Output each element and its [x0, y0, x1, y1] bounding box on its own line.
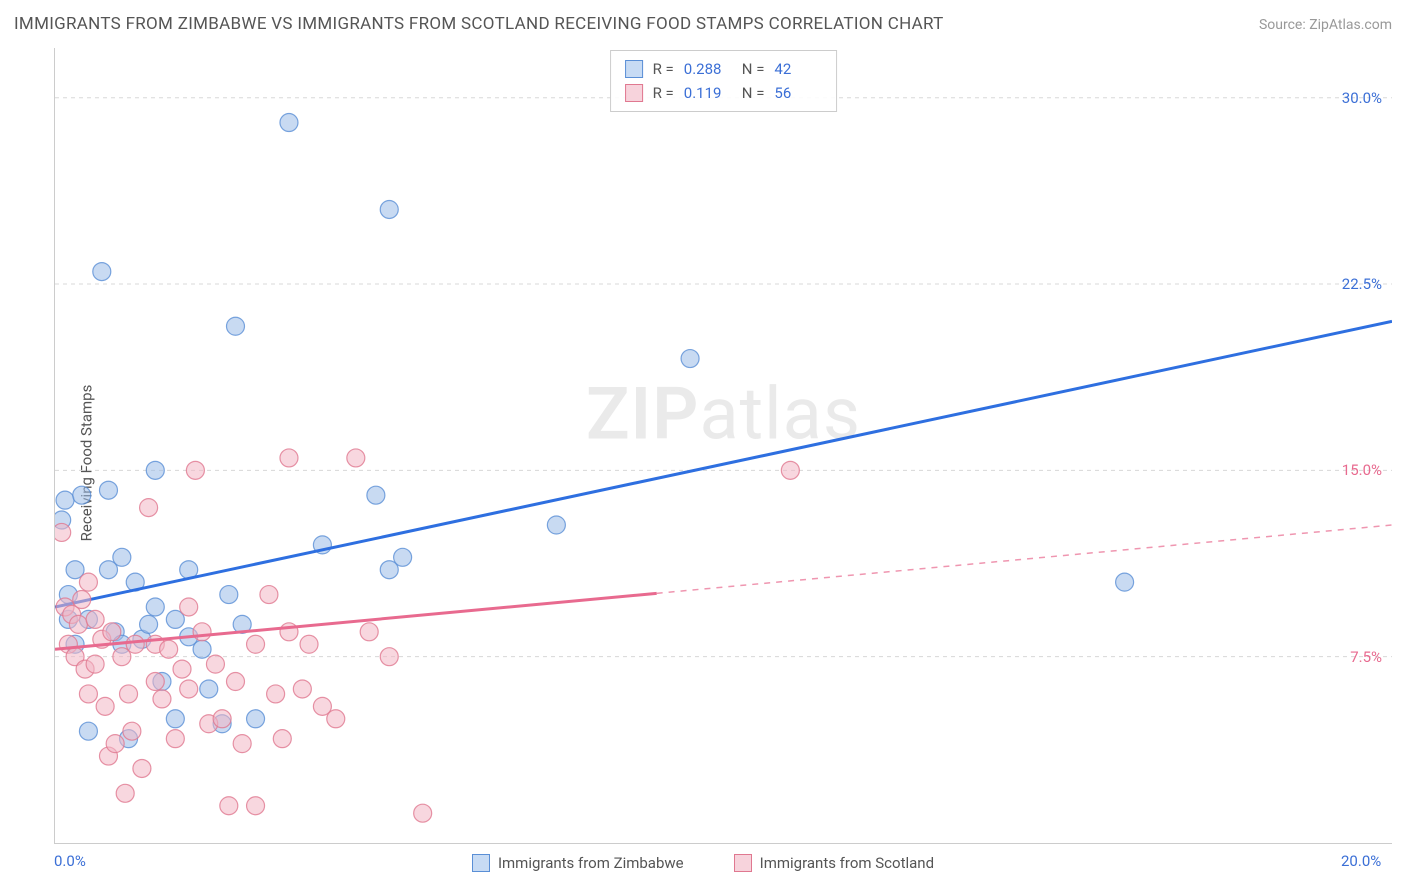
chart-area: Receiving Food Stamps ZIPatlas R = 0.288…: [14, 48, 1392, 878]
source-name: ZipAtlas.com: [1309, 17, 1392, 33]
legend-stats-row-scotland: R = 0.119 N = 56: [625, 81, 823, 105]
x-tick-label: 0.0%: [54, 852, 86, 870]
r-label: R =: [653, 57, 674, 81]
legend-stats-row-zimbabwe: R = 0.288 N = 42: [625, 57, 823, 81]
chart-header: IMMIGRANTS FROM ZIMBABWE VS IMMIGRANTS F…: [14, 14, 1392, 34]
swatch-zimbabwe-icon: [472, 854, 490, 872]
swatch-scotland-icon: [734, 854, 752, 872]
legend-item-scotland: Immigrants from Scotland: [734, 854, 934, 872]
legend-label-scotland: Immigrants from Scotland: [760, 854, 934, 872]
r-value-scotland: 0.119: [684, 81, 732, 105]
legend-item-zimbabwe: Immigrants from Zimbabwe: [472, 854, 684, 872]
legend-bottom: Immigrants from Zimbabwe Immigrants from…: [14, 854, 1392, 872]
swatch-zimbabwe-icon: [625, 60, 643, 78]
chart-title: IMMIGRANTS FROM ZIMBABWE VS IMMIGRANTS F…: [14, 14, 944, 34]
plot-svg: [55, 48, 1392, 843]
y-tick-label: 30.0%: [1342, 89, 1382, 107]
r-label: R =: [653, 81, 674, 105]
n-value-zimbabwe: 42: [774, 57, 822, 81]
plot-region: ZIPatlas R = 0.288 N = 42 R = 0.119 N = …: [54, 48, 1392, 844]
n-label: N =: [742, 57, 765, 81]
swatch-scotland-icon: [625, 84, 643, 102]
source-prefix: Source:: [1259, 17, 1309, 33]
legend-stats-box: R = 0.288 N = 42 R = 0.119 N = 56: [610, 50, 838, 112]
n-label: N =: [742, 81, 765, 105]
r-value-zimbabwe: 0.288: [684, 57, 732, 81]
y-tick-label: 22.5%: [1342, 275, 1382, 293]
legend-label-zimbabwe: Immigrants from Zimbabwe: [498, 854, 684, 872]
chart-source: Source: ZipAtlas.com: [1259, 17, 1392, 33]
y-tick-label: 7.5%: [1350, 648, 1382, 666]
n-value-scotland: 56: [774, 81, 822, 105]
y-tick-label: 15.0%: [1342, 461, 1382, 479]
x-tick-label: 20.0%: [1341, 852, 1381, 870]
